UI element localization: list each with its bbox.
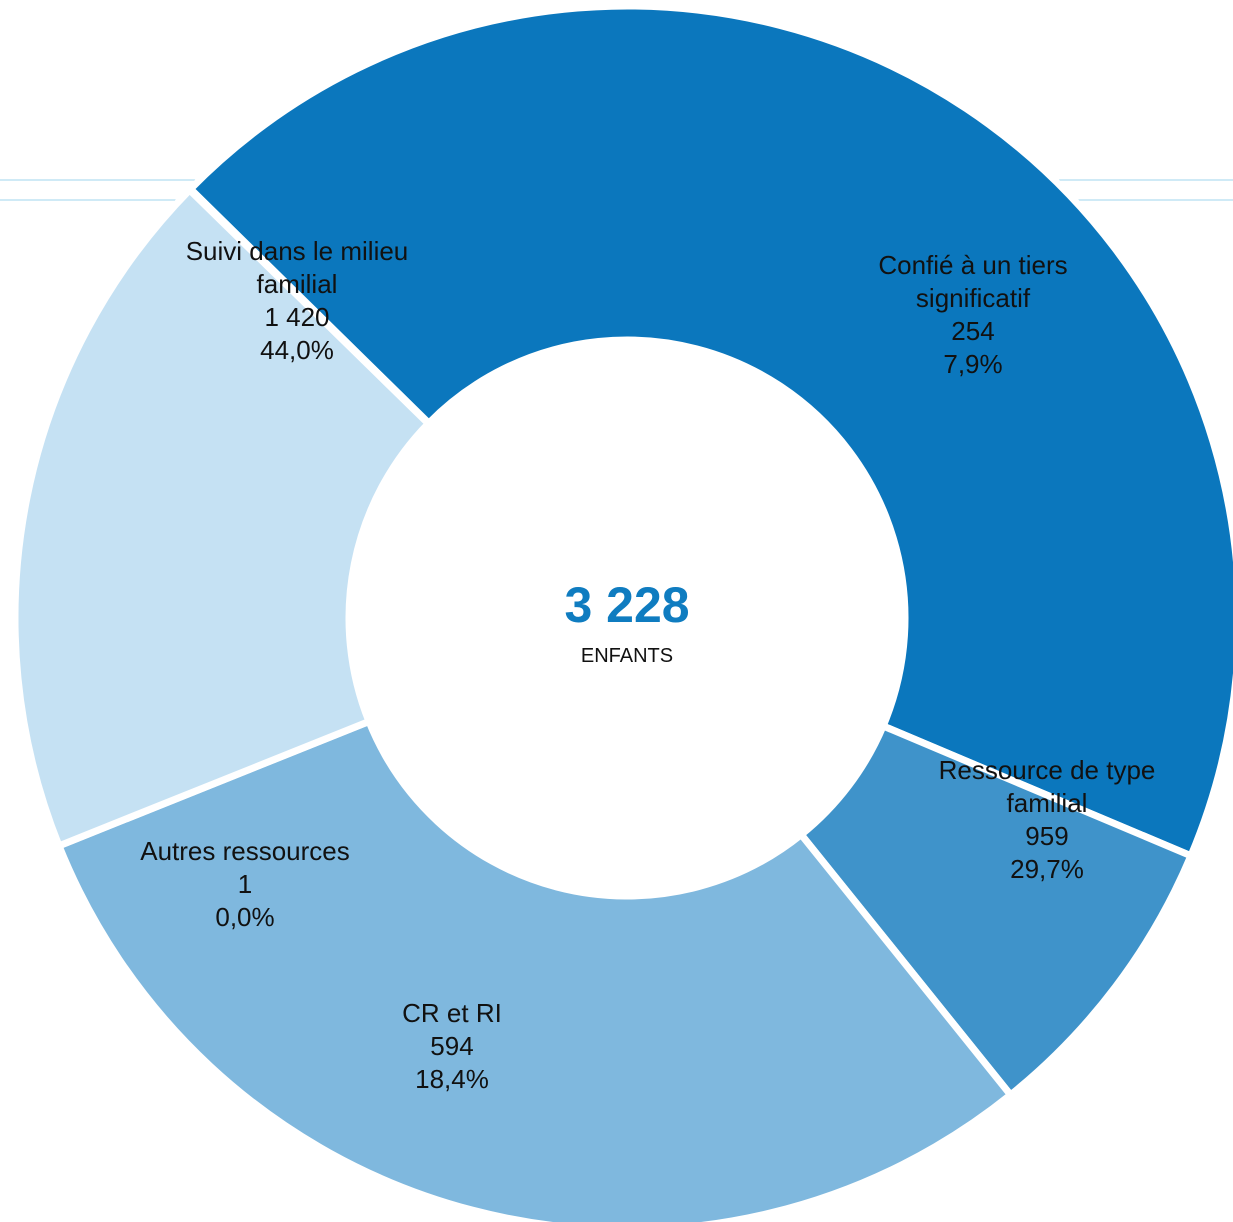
slice-label-2-category-1: Confié à un tiers: [878, 250, 1067, 280]
slice-label-4-category-1: CR et RI: [402, 998, 502, 1028]
slice-label-2: Confié à un tiers significatif 254 7,9%: [878, 250, 1067, 379]
donut-slice-3: [54, 716, 1016, 1222]
donut-slices: [11, 2, 1233, 1222]
slice-label-3-percent: 29,7%: [1010, 854, 1084, 884]
slice-label-1-value: 1 420: [264, 302, 329, 332]
slice-label-5: Autres ressources 1 0,0%: [140, 836, 350, 932]
slice-label-5-category-1: Autres ressources: [140, 836, 350, 866]
slice-label-3: Ressource de type familial 959 29,7%: [939, 755, 1156, 884]
slice-label-1-category-1: Suivi dans le milieu: [186, 236, 409, 266]
slice-label-2-category-2: significatif: [916, 283, 1031, 313]
slice-label-5-percent: 0,0%: [215, 902, 274, 932]
slice-label-5-value: 1: [238, 869, 252, 899]
center-total: 3 228: [564, 577, 689, 633]
slice-label-4: CR et RI 594 18,4%: [402, 998, 502, 1094]
slice-label-2-value: 254: [951, 316, 994, 346]
slice-label-1-percent: 44,0%: [260, 335, 334, 365]
slice-label-3-category-1: Ressource de type: [939, 755, 1156, 785]
slice-label-1: Suivi dans le milieu familial 1 420 44,0%: [186, 236, 409, 365]
donut-slice-2: [796, 721, 1196, 1100]
donut-slice-5: [184, 184, 434, 429]
slice-label-3-category-2: familial: [1007, 788, 1088, 818]
slice-label-3-value: 959: [1025, 821, 1068, 851]
donut-slice-1: [185, 2, 1233, 861]
donut-slice-4: [11, 184, 434, 851]
slice-label-4-percent: 18,4%: [415, 1064, 489, 1094]
slice-labels: Suivi dans le milieu familial 1 420 44,0%Co…: [140, 236, 1155, 1094]
slice-label-1-category-2: familial: [257, 269, 338, 299]
slice-label-4-value: 594: [430, 1031, 473, 1061]
center-unit-label: ENFANTS: [581, 645, 673, 667]
slice-label-2-percent: 7,9%: [943, 349, 1002, 379]
